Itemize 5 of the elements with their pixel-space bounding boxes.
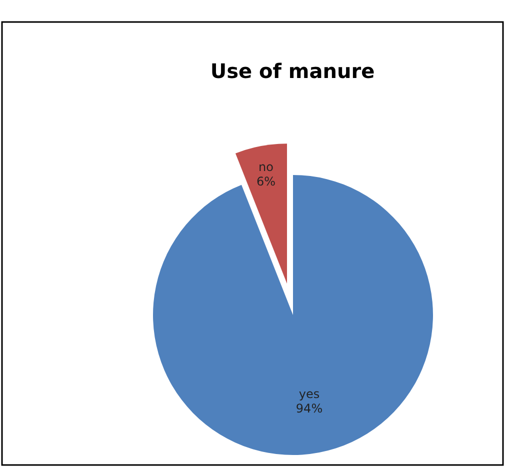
slice-label: no [258,160,274,174]
data-label: 94% [296,401,323,416]
data-label: 6% [256,174,276,189]
chart-title: Use of manure [210,59,375,83]
slice-label: yes [298,386,320,401]
